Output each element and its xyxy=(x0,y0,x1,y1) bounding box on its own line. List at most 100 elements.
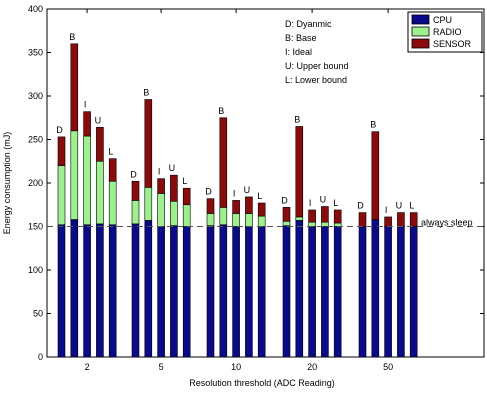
bar-method-label: I xyxy=(158,167,161,177)
bar-segment-sensor xyxy=(83,111,91,137)
bar-segment-radio xyxy=(170,200,178,226)
bar-segment-radio xyxy=(219,207,228,226)
bar-segment-sensor xyxy=(371,131,380,220)
bar-method-label: D xyxy=(357,201,364,211)
bar-segment-cpu xyxy=(282,225,291,358)
bar-method-label: B xyxy=(294,114,300,124)
bar-segment-cpu xyxy=(384,226,392,358)
bar-segment-radio xyxy=(157,193,165,227)
bar-segment-radio xyxy=(321,221,329,227)
y-tick-label: 0 xyxy=(38,352,43,362)
legend-swatch-cpu xyxy=(411,14,430,25)
bar-segment-cpu xyxy=(108,224,117,358)
bar-segment-cpu xyxy=(96,223,104,358)
x-tick-label: 10 xyxy=(231,362,241,372)
bar-segment-sensor xyxy=(397,212,405,227)
bar-segment-sensor xyxy=(70,43,79,132)
bar-segment-cpu xyxy=(57,224,66,358)
bar-method-label: D xyxy=(56,125,63,135)
y-tick-label: 400 xyxy=(28,4,43,14)
bar-segment-radio xyxy=(257,215,266,227)
bar-segment-cpu xyxy=(409,226,418,358)
bar-segment-cpu xyxy=(170,225,178,358)
bar-method-label: I xyxy=(309,198,312,208)
bar-method-label: B xyxy=(218,106,224,116)
bar-method-label: B xyxy=(143,87,149,97)
note-dynamic: D: Dyanmic xyxy=(285,19,332,29)
bar-segment-cpu xyxy=(144,220,153,358)
bar-segment-radio xyxy=(232,213,240,227)
bar-segment-radio xyxy=(308,221,316,227)
bar-method-label: U xyxy=(320,194,327,204)
bar-segment-sensor xyxy=(108,158,117,182)
bar-segment-sensor xyxy=(232,200,240,214)
bar-method-label: D xyxy=(130,169,137,179)
bar-segment-radio xyxy=(131,200,140,225)
bar-segment-cpu xyxy=(397,226,405,358)
bar-method-label: I xyxy=(385,205,388,215)
bar-segment-radio xyxy=(108,180,117,226)
bar-method-label: B xyxy=(69,32,75,42)
bar-segment-sensor xyxy=(57,136,66,166)
bar-segment-sensor xyxy=(282,207,291,222)
bar-segment-sensor xyxy=(409,212,418,227)
bar-segment-cpu xyxy=(232,226,240,358)
bar-segment-sensor xyxy=(144,99,153,188)
bar-segment-sensor xyxy=(358,212,367,227)
legend-swatch-radio xyxy=(411,26,430,37)
bar-segment-sensor xyxy=(333,209,342,224)
bar-segment-cpu xyxy=(333,226,342,358)
bar-segment-radio xyxy=(333,222,342,227)
bar-method-label: L xyxy=(333,198,338,208)
bar-segment-cpu xyxy=(157,226,165,358)
bar-segment-cpu xyxy=(131,223,140,358)
bar-segment-cpu xyxy=(206,225,215,358)
bar-segment-sensor xyxy=(182,187,191,206)
bar-segment-radio xyxy=(206,213,215,226)
y-tick-label: 50 xyxy=(33,309,43,319)
bar-segment-sensor xyxy=(157,178,165,194)
bar-method-label: D xyxy=(281,195,288,205)
bar-segment-cpu xyxy=(83,224,91,358)
bar-segment-sensor xyxy=(308,209,316,223)
y-tick-label: 200 xyxy=(28,178,43,188)
bar-method-label: L xyxy=(409,201,414,211)
y-tick-label: 100 xyxy=(28,265,43,275)
y-tick-label: 150 xyxy=(28,222,43,232)
bar-segment-sensor xyxy=(384,216,392,227)
bar-segment-sensor xyxy=(170,174,178,202)
bar-method-label: D xyxy=(205,187,212,197)
bar-segment-radio xyxy=(245,213,253,227)
note-upper: U: Upper bound xyxy=(285,61,349,71)
bar-method-label: I xyxy=(233,188,236,198)
bar-segment-radio xyxy=(70,130,79,220)
bar-segment-radio xyxy=(144,187,153,221)
bar-segment-radio xyxy=(83,135,91,226)
bar-method-label: U xyxy=(396,201,403,211)
bar-segment-radio xyxy=(295,216,304,221)
bar-segment-sensor xyxy=(321,206,329,223)
legend-label-cpu: CPU xyxy=(433,15,452,25)
bar-segment-cpu xyxy=(257,226,266,358)
bar-segment-cpu xyxy=(321,226,329,358)
bar-segment-cpu xyxy=(308,226,316,358)
bar-method-label: L xyxy=(182,176,187,186)
x-tick-label: 20 xyxy=(307,362,317,372)
bar-method-label: L xyxy=(108,147,113,157)
bar-segment-sensor xyxy=(295,126,304,218)
legend-label-sensor: SENSOR xyxy=(433,39,472,49)
bar-method-label: L xyxy=(257,191,262,201)
bar-method-label: U xyxy=(169,163,176,173)
bar-method-label: U xyxy=(95,115,102,125)
bar-segment-sensor xyxy=(257,202,266,217)
bar-segment-sensor xyxy=(131,180,140,201)
bar-segment-sensor xyxy=(206,198,215,214)
note-lower: L: Lower bound xyxy=(285,75,347,85)
bar-segment-cpu xyxy=(245,226,253,358)
bar-segment-radio xyxy=(57,165,66,226)
bar-segment-sensor xyxy=(219,117,228,208)
y-axis-title: Energy consumption (mJ) xyxy=(2,132,12,235)
bar-segment-radio xyxy=(96,160,104,225)
bar-method-label: B xyxy=(370,120,376,130)
